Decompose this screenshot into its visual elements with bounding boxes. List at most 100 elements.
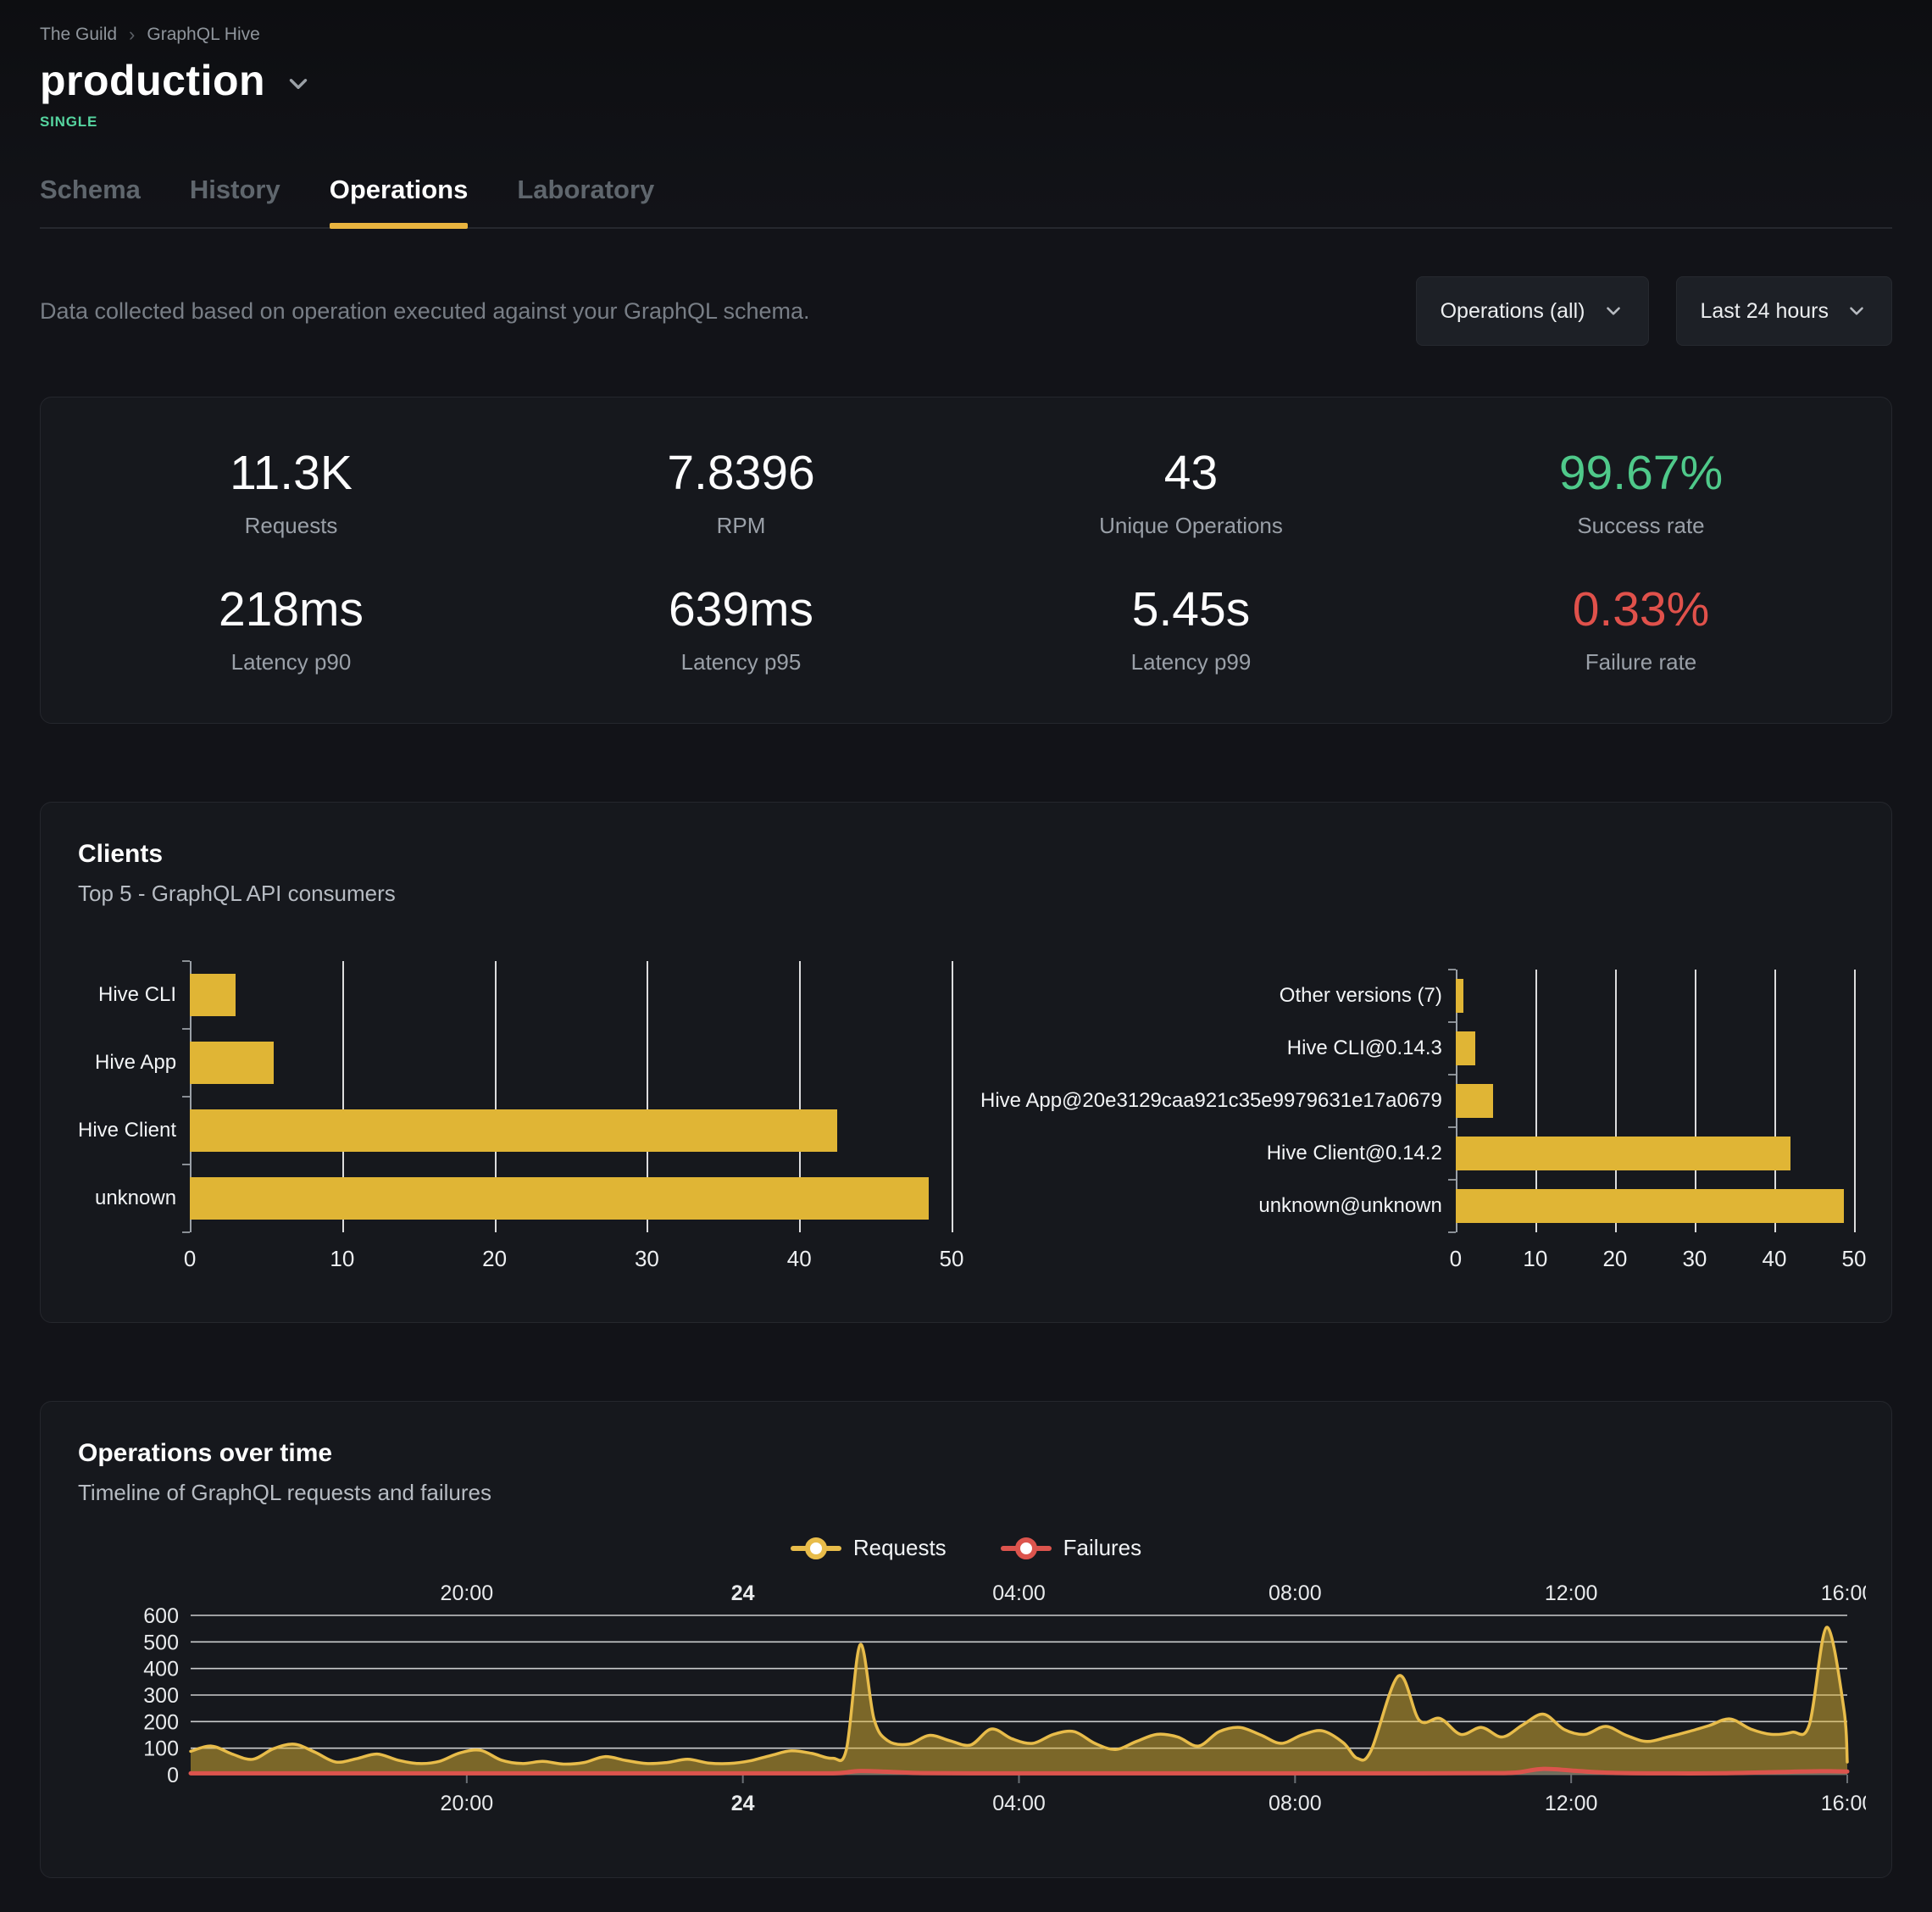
axis-tick xyxy=(182,1028,191,1030)
x-tick-label: 30 xyxy=(1682,1246,1707,1271)
bar[interactable] xyxy=(1455,1137,1790,1170)
gridline xyxy=(1694,970,1696,1232)
x-tick-label-top: 16:00 xyxy=(1821,1581,1866,1605)
y-axis-line xyxy=(190,961,192,1232)
x-tick-label-bottom: 08:00 xyxy=(1269,1792,1322,1815)
x-tick-label: 0 xyxy=(183,1246,197,1271)
bar-category-label: Hive CLI@0.14.3 xyxy=(1286,1037,1442,1059)
bar[interactable] xyxy=(190,974,236,1016)
tab-bar: Schema History Operations Laboratory xyxy=(40,175,1892,229)
operations-dashboard: The Guild › GraphQL Hive production SING… xyxy=(40,24,1892,1878)
bar-category-label: Hive App@20e3129caa921c35e9979631e17a067… xyxy=(980,1089,1442,1112)
gridline xyxy=(1854,970,1856,1232)
axis-tick xyxy=(1447,1126,1456,1128)
bar-plot-area[interactable] xyxy=(182,960,953,1233)
filter-row: Data collected based on operation execut… xyxy=(40,276,1892,346)
x-tick-label: 50 xyxy=(939,1246,964,1271)
x-tick-label-bottom: 16:00 xyxy=(1821,1792,1866,1815)
x-axis-ticks: 0 10 20 30 40 50 xyxy=(184,1232,964,1273)
period-filter-value: Last 24 hours xyxy=(1700,298,1829,323)
x-tick-label-bottom: 20:00 xyxy=(441,1792,494,1815)
y-tick-label: 600 xyxy=(143,1604,179,1628)
timeline-svg: 010020030040050060020:0020:00242404:0004… xyxy=(143,1581,1874,1815)
bar-category-label: Other versions (7) xyxy=(1279,984,1442,1007)
stat-value: 0.33% xyxy=(1572,582,1710,636)
x-tick-label-bottom: 04:00 xyxy=(992,1792,1046,1815)
bar[interactable] xyxy=(1455,1084,1494,1118)
chevron-down-icon xyxy=(1606,307,1620,315)
bar[interactable] xyxy=(190,1042,274,1084)
clients-title: Clients xyxy=(78,840,164,868)
bar[interactable] xyxy=(190,1109,838,1152)
legend-item-requests[interactable]: Requests xyxy=(790,1535,947,1561)
stat-label: Latency p95 xyxy=(680,649,802,675)
bar-row xyxy=(1455,970,1854,1022)
stats-card: 11.3K Requests 7.8396 RPM 43 Unique Oper… xyxy=(40,397,1892,724)
clients-by-name-chart[interactable]: Hive CLI Hive App Hive Client unknown 0 10 20 3… xyxy=(78,960,964,1273)
bar-category-label: unknown@unknown xyxy=(1258,1194,1442,1217)
bar[interactable] xyxy=(190,1177,930,1220)
bar[interactable] xyxy=(1455,1189,1844,1223)
bar-category-labels: Other versions (7) Hive CLI@0.14.3 Hive Ap… xyxy=(980,970,1456,1232)
page-description: Data collected based on operation execut… xyxy=(40,297,810,324)
operations-over-time-card: Operations over time Timeline of GraphQL… xyxy=(40,1401,1892,1878)
x-tick-label: 40 xyxy=(1762,1246,1787,1271)
gridline xyxy=(1614,970,1617,1232)
bar[interactable] xyxy=(1455,979,1464,1013)
tab-history[interactable]: History xyxy=(189,175,280,204)
gridline xyxy=(341,961,344,1232)
bar-plot-area[interactable] xyxy=(1447,969,1856,1233)
bar[interactable] xyxy=(1455,1031,1476,1065)
y-tick-label: 200 xyxy=(143,1710,179,1734)
tab-operations[interactable]: Operations xyxy=(329,175,468,229)
operations-filter-dropdown[interactable]: Operations (all) xyxy=(1415,276,1649,346)
legend-label: Failures xyxy=(1063,1535,1142,1560)
stat-label: Failure rate xyxy=(1585,649,1697,675)
timeline-chart[interactable]: 0 100 200 300 400 500 600 20:00 20:00 24 24 04:00 04… xyxy=(78,1578,1874,1828)
tab-laboratory[interactable]: Laboratory xyxy=(517,175,655,204)
axis-tick xyxy=(1447,1021,1456,1023)
stat-unique-operations: 43 Unique Operations xyxy=(966,445,1416,539)
x-tick-label: 40 xyxy=(786,1246,812,1271)
breadcrumb-project[interactable]: GraphQL Hive xyxy=(147,25,260,44)
period-filter-dropdown[interactable]: Last 24 hours xyxy=(1675,276,1892,346)
y-tick-label: 500 xyxy=(143,1631,179,1654)
stat-value: 639ms xyxy=(668,582,814,636)
stat-requests: 11.3K Requests xyxy=(66,445,516,539)
breadcrumb-org[interactable]: The Guild xyxy=(40,25,118,44)
breadcrumb: The Guild › GraphQL Hive xyxy=(40,24,1892,46)
target-selector-chevron-down-icon[interactable] xyxy=(284,69,313,98)
bar-row xyxy=(190,961,952,1029)
bar-category-label: Hive Client@0.14.2 xyxy=(1266,1142,1442,1164)
stat-value: 7.8396 xyxy=(667,446,815,500)
legend-label: Requests xyxy=(852,1535,947,1560)
clients-by-version-chart[interactable]: Other versions (7) Hive CLI@0.14.3 Hive Ap… xyxy=(980,969,1866,1273)
axis-tick xyxy=(182,960,191,962)
y-tick-label: 300 xyxy=(143,1684,179,1708)
header: The Guild › GraphQL Hive production SING… xyxy=(40,24,1892,229)
x-tick-label-bottom: 24 xyxy=(731,1792,755,1815)
bar-row xyxy=(1455,1022,1854,1075)
y-tick-label: 400 xyxy=(143,1658,179,1681)
gridline xyxy=(952,961,953,1232)
x-tick-label: 10 xyxy=(1523,1246,1548,1271)
stat-value: 218ms xyxy=(218,582,364,636)
timeline-subtitle: Timeline of GraphQL requests and failure… xyxy=(78,1480,491,1505)
bar-row xyxy=(1455,1075,1854,1127)
x-tick-label-top: 24 xyxy=(731,1581,755,1605)
stat-rpm: 7.8396 RPM xyxy=(516,445,966,539)
axis-tick xyxy=(1447,969,1456,970)
axis-tick xyxy=(182,1096,191,1098)
legend-item-failures[interactable]: Failures xyxy=(1000,1535,1142,1561)
tab-schema[interactable]: Schema xyxy=(40,175,141,204)
x-tick-label-top: 20:00 xyxy=(441,1581,494,1605)
stat-value: 5.45s xyxy=(1131,582,1251,636)
x-tick-label: 20 xyxy=(1602,1246,1628,1271)
axis-tick xyxy=(182,1164,191,1165)
failures-line xyxy=(188,1766,1850,1776)
x-tick-label-top: 08:00 xyxy=(1269,1581,1322,1605)
requests-series-marker-icon xyxy=(790,1537,841,1559)
bar-row xyxy=(190,1029,952,1097)
bar-row xyxy=(190,1164,952,1232)
axis-tick xyxy=(1447,1179,1456,1181)
